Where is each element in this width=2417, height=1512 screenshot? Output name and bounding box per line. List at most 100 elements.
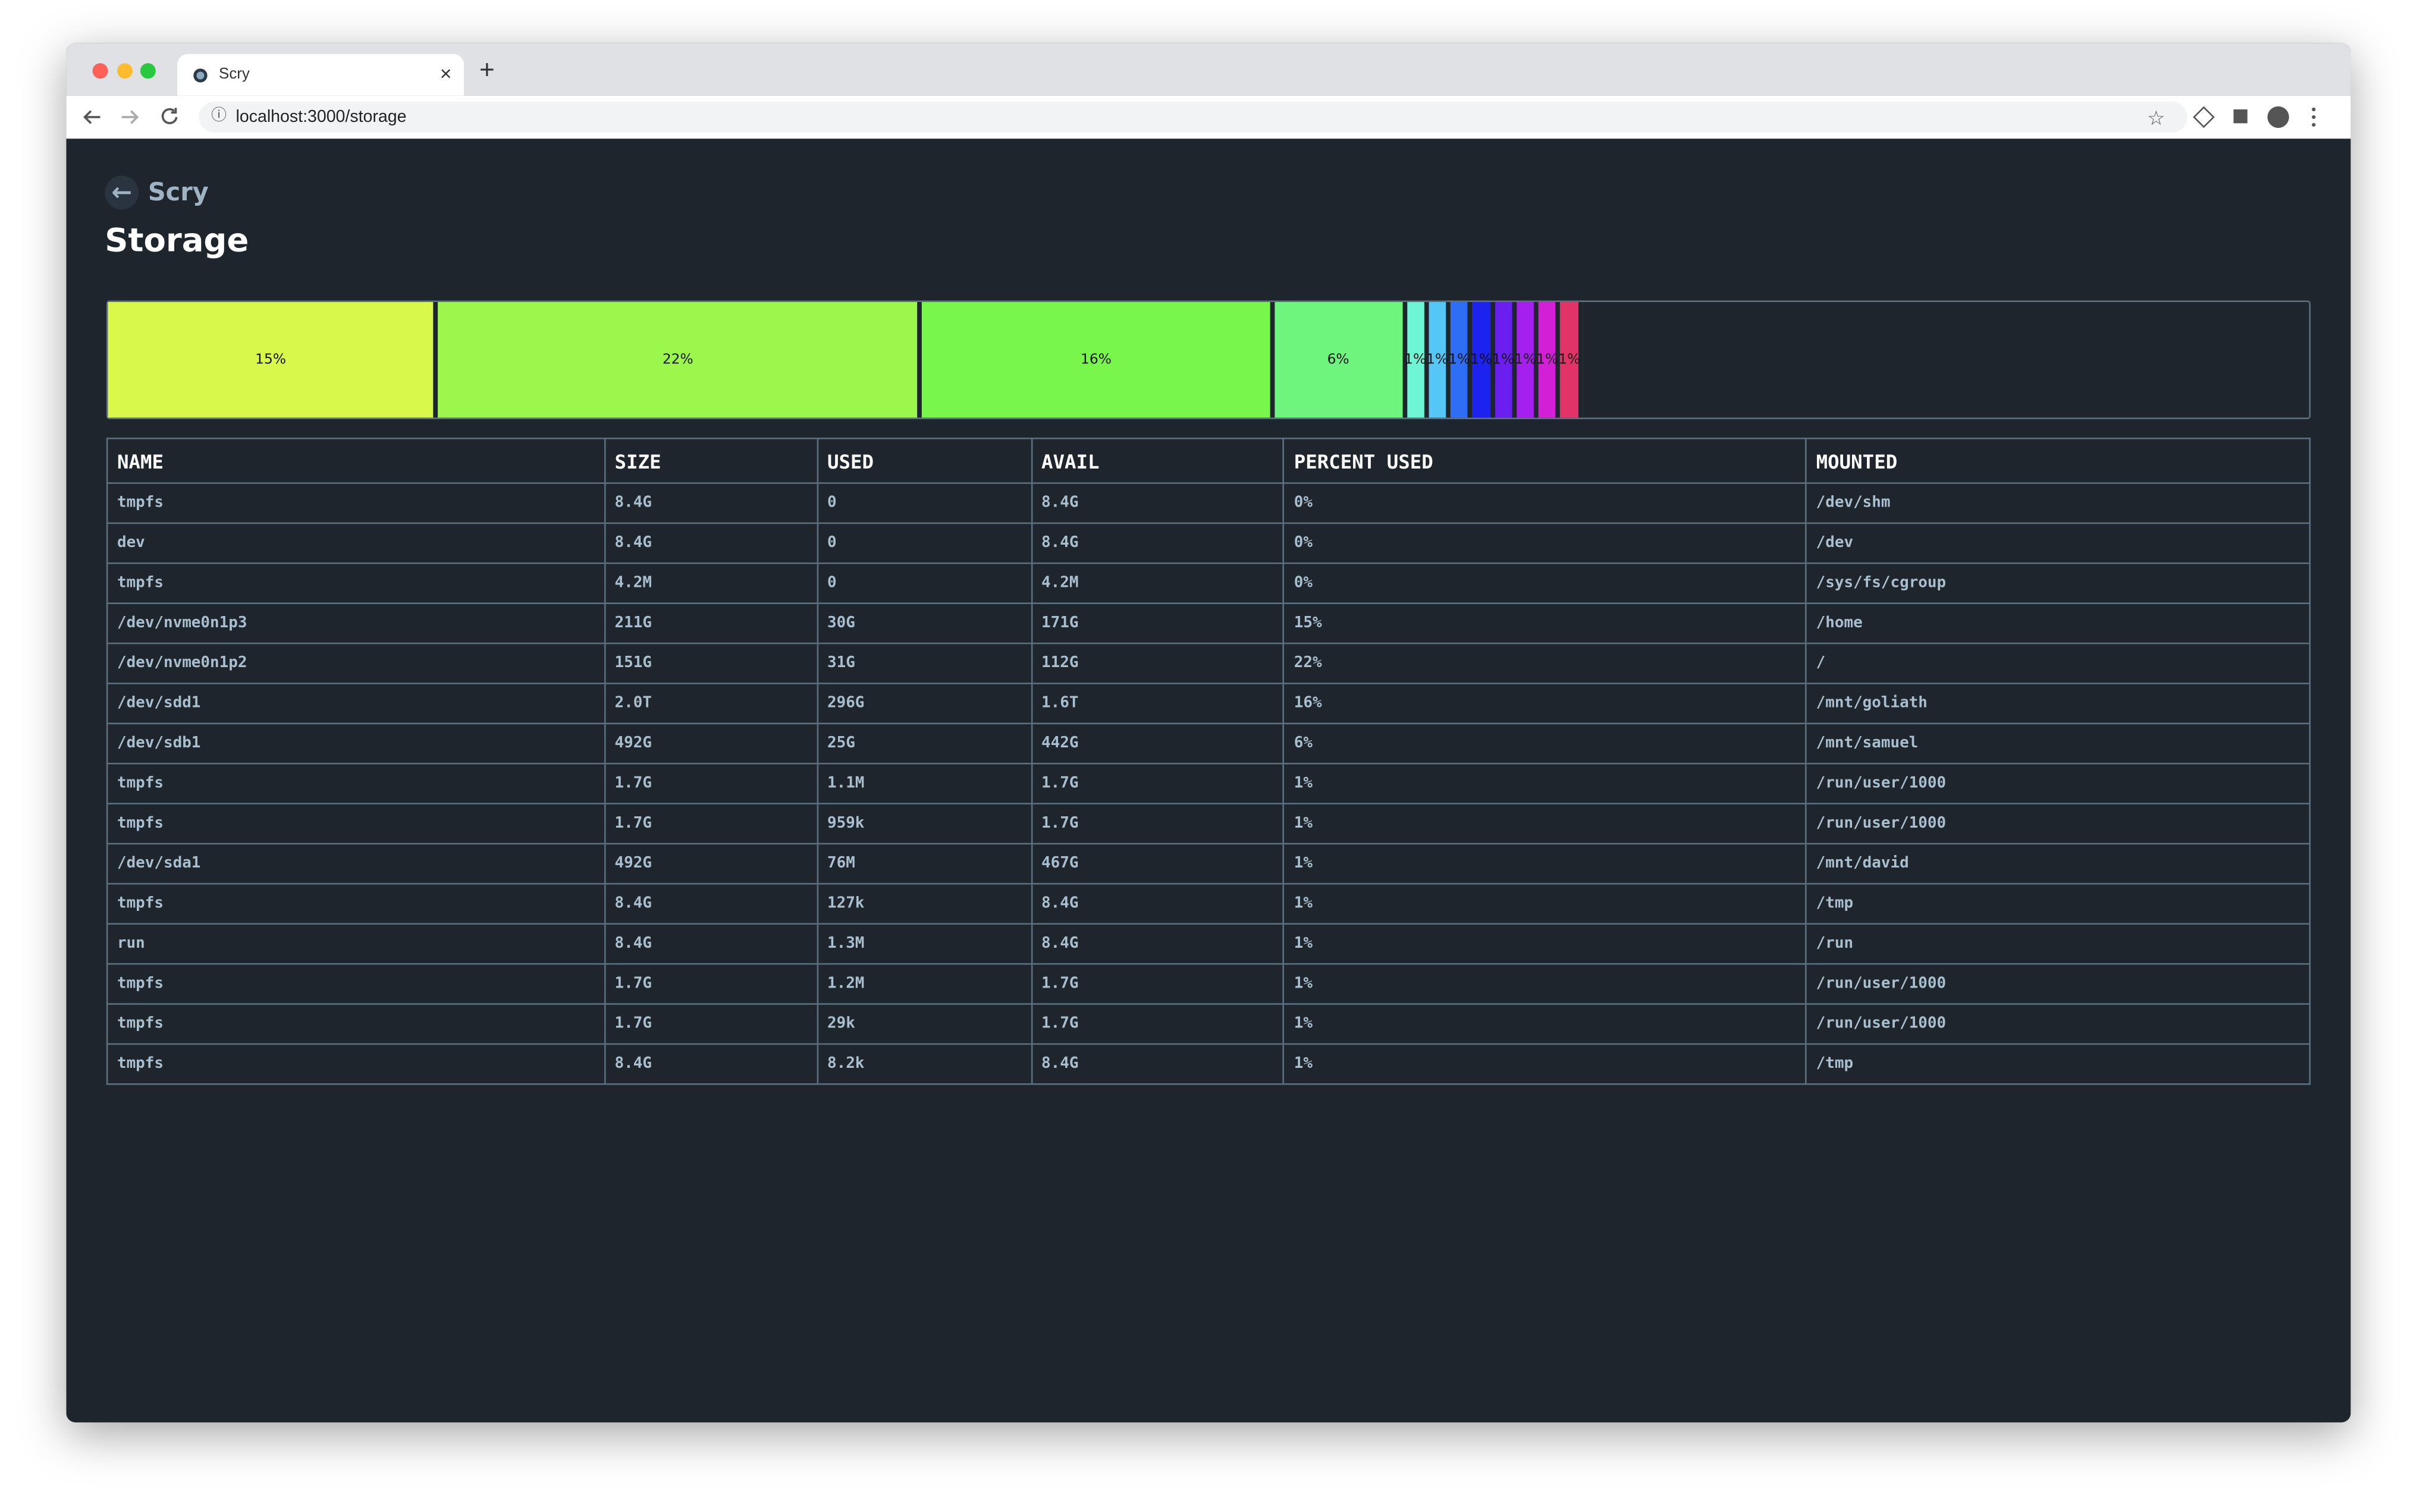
table-cell: 1%: [1283, 1003, 1807, 1045]
table-cell: 1.1M: [816, 762, 1032, 804]
table-cell: /dev/shm: [1805, 482, 2311, 524]
table-cell: 8.4G: [1030, 522, 1285, 564]
table-row: tmpfs 1.7G 1.2M 1.7G 1%/run/user/1000: [106, 963, 2311, 1005]
table-cell: 2.0T: [604, 683, 818, 725]
column-header: NAME: [106, 438, 606, 484]
table-cell: tmpfs: [106, 803, 606, 845]
table-cell: 0: [816, 522, 1032, 564]
table-cell: /mnt/goliath: [1805, 683, 2311, 725]
table-cell: /mnt/samuel: [1805, 722, 2311, 765]
table-cell: 8.4G: [1030, 883, 1285, 925]
table-cell: tmpfs: [106, 1003, 606, 1045]
segment-label: 1%: [1448, 352, 1471, 368]
segment-label: 22%: [662, 352, 693, 368]
table-cell: 1.7G: [1030, 1003, 1285, 1045]
table-cell: 1.7G: [1030, 803, 1285, 845]
table-cell: 0: [816, 562, 1032, 604]
table-cell: 1.7G: [604, 762, 818, 804]
table-cell: /dev/sdd1: [106, 683, 606, 725]
column-header: AVAIL: [1030, 438, 1285, 484]
table-cell: tmpfs: [106, 562, 606, 604]
usage-segment: 1%: [1426, 301, 1451, 418]
table-cell: 8.2k: [816, 1043, 1032, 1085]
table-row: tmpfs 1.7G 959k 1.7G 1%/run/user/1000: [106, 803, 2311, 845]
table-cell: 127k: [816, 883, 1032, 925]
segment-label: 1%: [1536, 352, 1559, 368]
usage-segment: 6%: [1274, 301, 1407, 418]
table-cell: 1%: [1283, 883, 1807, 925]
table-cell: /dev/sda1: [106, 843, 606, 885]
table-cell: /sys/fs/cgroup: [1805, 562, 2311, 604]
usage-segment: 15%: [108, 301, 438, 418]
storage-table: NAME SIZE USED AVAIL PERCENT USED MOUNTED tmpf…: [106, 438, 2311, 1085]
table-cell: 0%: [1283, 522, 1807, 564]
table-cell: 1.7G: [604, 1003, 818, 1045]
segment-label: 1%: [1514, 352, 1537, 368]
close-button[interactable]: [92, 63, 108, 79]
tab-bar: Scry × +: [66, 43, 2351, 96]
usage-segment: 1%: [1536, 301, 1561, 418]
table-cell: 0%: [1283, 482, 1807, 524]
table-cell: 151G: [604, 642, 818, 684]
table-cell: 1%: [1283, 923, 1807, 965]
table-cell: 8.4G: [1030, 923, 1285, 965]
table-cell: tmpfs: [106, 963, 606, 1005]
tab[interactable]: Scry ×: [177, 54, 464, 96]
new-tab[interactable]: +: [479, 55, 495, 85]
table-row: dev 8.4G 0 8.4G 0%/dev: [106, 522, 2311, 564]
table-row: /dev/sdd1 2.0T 296G 1.6T 16%/mnt/goliath: [106, 683, 2311, 725]
table-cell: /home: [1805, 602, 2311, 645]
usage-segment: 1%: [1448, 301, 1473, 418]
table-cell: 959k: [816, 803, 1032, 845]
usage-segment: 1%: [1514, 301, 1539, 418]
table-cell: /: [1805, 642, 2311, 684]
usage-bar: 15% 22% 16% 6% 1% 1% 1% 1% 1% 1% 1% 1%: [106, 300, 2311, 419]
table-cell: 8.4G: [604, 883, 818, 925]
table-row: tmpfs 8.4G 8.2k 8.4G 1%/tmp: [106, 1043, 2311, 1085]
table-cell: 1.3M: [816, 923, 1032, 965]
table-cell: 76M: [816, 843, 1032, 885]
url-text: localhost:3000/storage: [236, 108, 407, 127]
table-row: /dev/sda1 492G 76M 467G 1%/mnt/david: [106, 843, 2311, 885]
table-cell: /run/user/1000: [1805, 803, 2311, 845]
table-cell: 31G: [816, 642, 1032, 684]
table-cell: 8.4G: [604, 482, 818, 524]
segment-label: 1%: [1558, 352, 1581, 368]
zoom-button[interactable]: [140, 63, 156, 79]
back-link[interactable]: ← Scry: [105, 175, 209, 210]
table-cell: 442G: [1030, 722, 1285, 765]
table-cell: 171G: [1030, 602, 1285, 645]
nav-buttons[interactable]: [76, 96, 199, 139]
table-cell: 1%: [1283, 1043, 1807, 1085]
minimize-button[interactable]: [117, 63, 133, 79]
usage-segment: 16%: [922, 301, 1275, 418]
table-cell: tmpfs: [106, 762, 606, 804]
table-cell: 1.6T: [1030, 683, 1285, 725]
toolbar-icons[interactable]: ☆: [2141, 96, 2341, 139]
table-cell: 0: [816, 482, 1032, 524]
usage-segment: 22%: [438, 301, 922, 418]
tab-close[interactable]: ×: [440, 61, 452, 85]
table-cell: 16%: [1283, 683, 1807, 725]
usage-segment: 1%: [1558, 301, 1583, 418]
table-row: tmpfs 1.7G 29k 1.7G 1%/run/user/1000: [106, 1003, 2311, 1045]
table-cell: dev: [106, 522, 606, 564]
table-cell: 112G: [1030, 642, 1285, 684]
header-row: NAME SIZE USED AVAIL PERCENT USED MOUNTED: [106, 438, 2311, 484]
table-row: tmpfs 8.4G 0 8.4G 0%/dev/shm: [106, 482, 2311, 524]
column-header: USED: [816, 438, 1032, 484]
table-cell: 1.7G: [604, 963, 818, 1005]
table-cell: 492G: [604, 843, 818, 885]
url-field[interactable]: ⓘ localhost:3000/storage: [199, 102, 2187, 133]
table-cell: 1.7G: [604, 803, 818, 845]
table-cell: tmpfs: [106, 482, 606, 524]
table-cell: 8.4G: [604, 1043, 818, 1085]
table-cell: 492G: [604, 722, 818, 765]
favicon: [193, 68, 208, 83]
table-cell: 467G: [1030, 843, 1285, 885]
table-cell: /dev/nvme0n1p2: [106, 642, 606, 684]
table-cell: /run/user/1000: [1805, 1003, 2311, 1045]
segment-label: 15%: [255, 352, 287, 368]
table-row: /dev/sdb1 492G 25G 442G 6%/mnt/samuel: [106, 722, 2311, 765]
